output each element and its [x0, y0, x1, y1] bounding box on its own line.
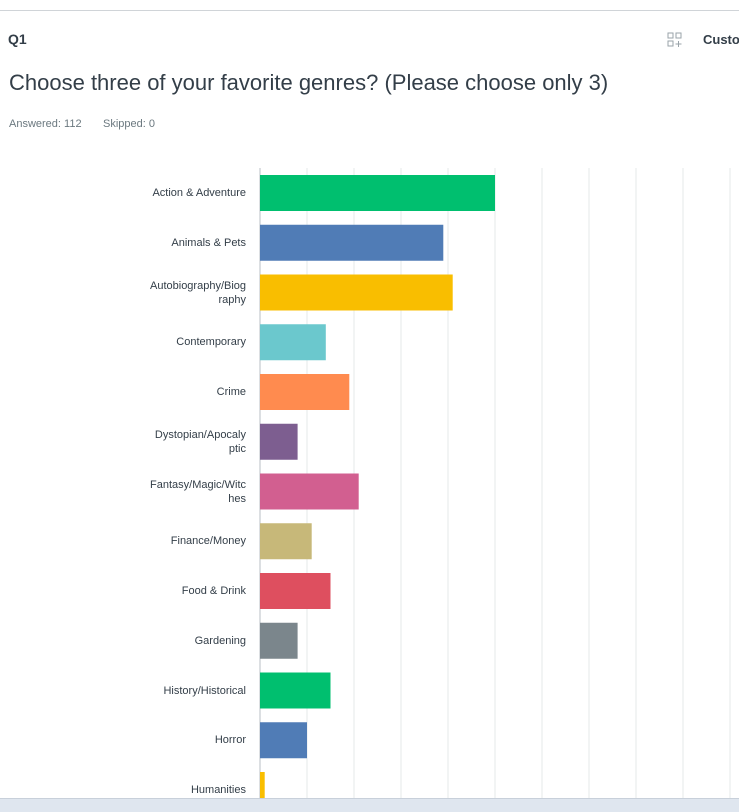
bar — [260, 672, 331, 709]
category-label: Humanities — [190, 784, 246, 796]
category-label: Finance/Money — [170, 535, 246, 548]
bar — [260, 622, 298, 659]
bar — [260, 374, 350, 410]
bar — [260, 274, 453, 311]
category-label: Food & Drink — [181, 585, 246, 597]
bar — [260, 224, 444, 261]
question-title: Choose three of your favorite genres? (P… — [9, 70, 609, 95]
category-label: Crime — [216, 386, 246, 398]
customize-icon[interactable] — [667, 32, 683, 48]
question-number: Q1 — [8, 31, 27, 47]
customize-button[interactable]: Custo — [703, 32, 739, 47]
category-label: Animals & Pets — [171, 236, 246, 249]
bar — [260, 573, 331, 609]
taskbar — [0, 798, 739, 812]
category-label: Action & Adventure — [152, 187, 246, 199]
category-label: Contemporary — [176, 336, 246, 349]
bar — [260, 473, 359, 510]
category-label: Fantasy/Magic/Witches — [150, 478, 246, 505]
category-label: Autobiography/Biography — [150, 279, 247, 306]
category-label: Dystopian/Apocalyptic — [154, 428, 246, 455]
category-label: Horror — [214, 734, 246, 747]
bar — [260, 772, 265, 808]
bar — [260, 523, 312, 560]
category-label: History/Historical — [163, 684, 246, 697]
category-label: Gardening — [194, 634, 246, 647]
skipped-count: Skipped: 0 — [103, 118, 155, 130]
bar — [260, 175, 495, 211]
divider — [0, 10, 739, 11]
bar — [260, 324, 326, 361]
answered-count: Answered: 112 — [9, 118, 82, 130]
bar — [260, 722, 307, 759]
bar — [260, 423, 298, 460]
